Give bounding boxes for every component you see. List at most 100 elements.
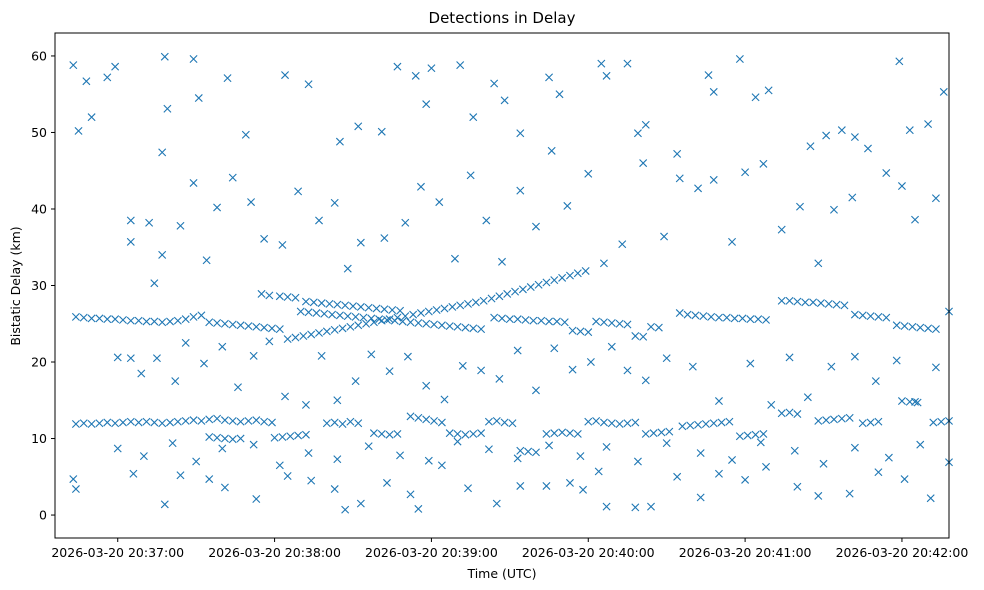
scatter-point bbox=[790, 446, 799, 455]
scatter-point bbox=[315, 216, 324, 225]
scatter-point bbox=[228, 320, 237, 329]
scatter-point bbox=[814, 491, 823, 500]
scatter-point bbox=[422, 415, 431, 424]
scatter-point bbox=[785, 296, 794, 305]
scatter-point bbox=[573, 429, 582, 438]
scatter-point bbox=[294, 431, 303, 440]
scatter-point bbox=[173, 316, 182, 325]
scatter-point bbox=[145, 218, 154, 227]
scatter-point bbox=[477, 429, 486, 438]
scatter-point bbox=[416, 182, 425, 191]
scatter-point bbox=[895, 57, 904, 66]
scatter-point bbox=[495, 292, 504, 301]
scatter-point bbox=[414, 413, 423, 422]
scatter-point bbox=[126, 237, 135, 246]
scatter-point bbox=[584, 169, 593, 178]
scatter-point bbox=[858, 311, 867, 320]
scatter-point bbox=[163, 104, 172, 113]
scatter-point bbox=[74, 126, 83, 135]
scatter-point bbox=[513, 315, 522, 324]
scatter-point bbox=[393, 62, 402, 71]
scatter-point bbox=[87, 420, 96, 428]
scatter-point bbox=[197, 416, 206, 425]
scatter-point bbox=[194, 94, 203, 103]
scatter-point bbox=[422, 319, 431, 328]
scatter-point bbox=[322, 419, 331, 428]
scatter-point bbox=[647, 322, 655, 331]
scatter-point bbox=[464, 299, 473, 308]
scatter-point bbox=[205, 475, 214, 484]
scatter-point bbox=[633, 457, 642, 466]
scatter-point bbox=[411, 71, 420, 80]
scatter-point bbox=[874, 417, 883, 426]
scatter-point bbox=[840, 301, 849, 310]
scatter-point bbox=[542, 481, 551, 490]
scatter-point bbox=[422, 381, 431, 390]
scatter-point bbox=[477, 325, 486, 334]
scatter-point bbox=[220, 434, 229, 443]
scatter-point bbox=[882, 313, 891, 322]
scatter-point bbox=[333, 396, 342, 405]
scatter-point bbox=[351, 377, 360, 386]
scatter-point bbox=[558, 273, 567, 282]
scatter-point bbox=[354, 419, 363, 428]
scatter-point bbox=[341, 301, 350, 310]
scatter-point bbox=[568, 326, 577, 335]
scatter-point bbox=[897, 397, 906, 406]
scatter-point bbox=[440, 304, 449, 313]
scatter-point bbox=[461, 323, 470, 332]
scatter-point bbox=[393, 429, 402, 438]
scatter-point bbox=[414, 319, 423, 327]
scatter-point bbox=[916, 323, 925, 332]
scatter-point bbox=[649, 429, 658, 438]
scatter-point bbox=[291, 293, 300, 302]
scatter-point bbox=[205, 318, 214, 327]
scatter-point bbox=[793, 410, 802, 419]
scatter-point bbox=[330, 418, 339, 427]
scatter-point bbox=[565, 429, 574, 438]
scatter-point bbox=[545, 73, 554, 82]
chart-title: Detections in Delay bbox=[429, 9, 576, 27]
scatter-point bbox=[367, 350, 376, 359]
scatter-point bbox=[688, 362, 697, 371]
scatter-point bbox=[126, 354, 135, 363]
scatter-point bbox=[301, 297, 310, 306]
scatter-point bbox=[307, 476, 316, 485]
y-tick-label: 30 bbox=[31, 278, 47, 293]
x-tick-label: 2026-03-20 20:41:00 bbox=[679, 545, 812, 560]
scatter-point bbox=[312, 309, 321, 318]
scatter-point bbox=[445, 429, 454, 438]
scatter-point bbox=[829, 415, 838, 424]
scatter-point bbox=[900, 322, 909, 331]
scatter-point bbox=[137, 369, 146, 378]
scatter-point bbox=[550, 429, 559, 438]
scatter-point bbox=[722, 313, 731, 322]
scatter-point bbox=[586, 358, 595, 367]
scatter-point bbox=[356, 499, 365, 508]
x-tick-label: 2026-03-20 20:37:00 bbox=[51, 545, 184, 560]
scatter-point bbox=[283, 292, 292, 301]
scatter-point bbox=[599, 418, 608, 427]
scatter-point bbox=[111, 62, 120, 71]
scatter-point bbox=[850, 133, 859, 142]
scatter-point bbox=[166, 317, 175, 326]
scatter-point bbox=[678, 422, 687, 431]
scatter-point bbox=[911, 397, 920, 406]
scatter-point bbox=[416, 309, 425, 318]
scatter-point bbox=[223, 74, 232, 83]
scatter-point bbox=[364, 442, 373, 451]
scatter-point bbox=[325, 299, 334, 308]
scatter-point bbox=[850, 443, 859, 452]
scatter-point bbox=[437, 418, 446, 427]
scatter-point bbox=[508, 419, 517, 428]
scatter-point bbox=[346, 417, 355, 426]
scatter-point bbox=[249, 440, 258, 449]
scatter-point bbox=[267, 418, 276, 427]
y-axis-label: Bistatic Delay (km) bbox=[8, 226, 23, 345]
scatter-point bbox=[330, 198, 339, 207]
scatter-point bbox=[597, 59, 606, 68]
scatter-point bbox=[343, 312, 352, 321]
scatter-point bbox=[343, 264, 352, 273]
scatter-point bbox=[309, 298, 318, 307]
scatter-point bbox=[647, 502, 655, 511]
